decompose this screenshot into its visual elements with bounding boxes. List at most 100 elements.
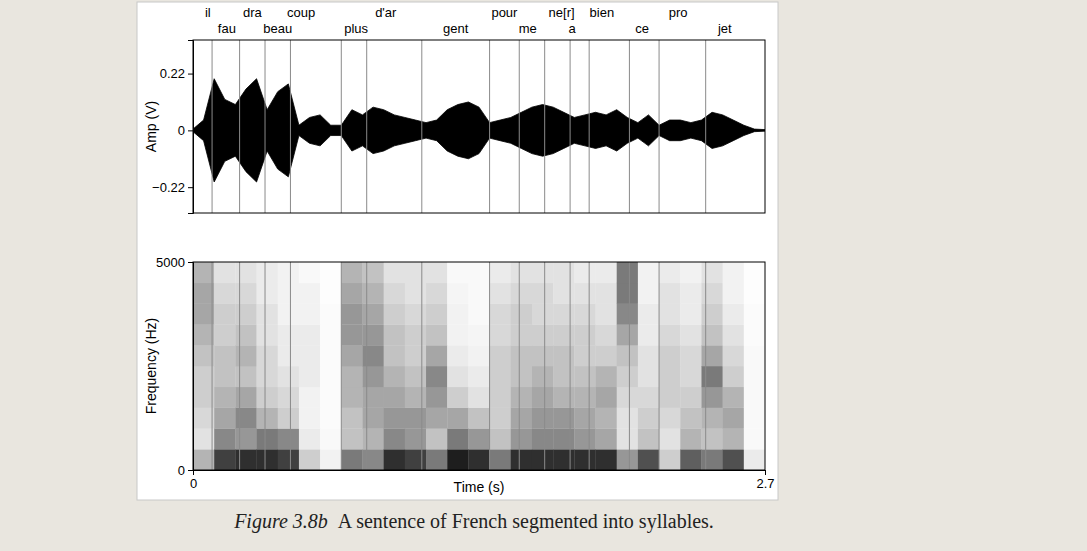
spectrogram-cell [574, 366, 595, 387]
spectrogram-cell [723, 408, 744, 429]
syllable-boundary [265, 262, 266, 470]
spectrogram-cell [511, 324, 532, 345]
syllable-boundary [366, 262, 367, 470]
syllable-label: pour [491, 5, 518, 20]
spectrogram-cell [659, 387, 680, 408]
syllable-boundary [544, 40, 545, 213]
spectrogram-cell [278, 283, 299, 304]
spectrogram-cell [384, 408, 405, 429]
spectrogram-cell [532, 366, 553, 387]
spectrogram-cell [257, 387, 278, 408]
spectrogram-cell [426, 345, 447, 366]
x-axis-line [194, 471, 766, 476]
spectrogram-cell [553, 428, 574, 449]
spectrogram-cell [468, 283, 489, 304]
spectrogram-cell [426, 304, 447, 325]
x-tick-label: 0 [190, 476, 197, 491]
spectrogram-cell [574, 324, 595, 345]
spectrogram-cell [723, 449, 744, 470]
spectrogram-cell [214, 283, 235, 304]
spectrogram-cell [214, 366, 235, 387]
spectrogram-cell [553, 262, 574, 283]
spectrogram-cell [405, 283, 426, 304]
spectrogram-cell [617, 366, 638, 387]
syllable-boundary [341, 262, 342, 470]
spectrogram-cell [490, 428, 511, 449]
spectrogram-cell [235, 283, 256, 304]
spectrogram-cell [701, 449, 722, 470]
spectrogram-cell [659, 449, 680, 470]
spectrogram-cell [468, 449, 489, 470]
spectrogram-cell [680, 428, 701, 449]
spectrogram-cell [723, 428, 744, 449]
spectrogram-cell [532, 262, 553, 283]
spectrogram-cell [596, 345, 617, 366]
spectrogram-cell [532, 345, 553, 366]
spectrogram-cell [257, 304, 278, 325]
spectrogram-cell [701, 387, 722, 408]
spectrogram-cell [468, 428, 489, 449]
syllable-boundary [341, 40, 342, 213]
spectrogram-cell [638, 283, 659, 304]
syllable-boundary [290, 40, 291, 213]
spectrogram-cell [532, 283, 553, 304]
spectrogram-cell [617, 387, 638, 408]
plot-marks [193, 40, 765, 213]
spectrogram-cell [235, 366, 256, 387]
spectrogram-cell [638, 387, 659, 408]
spectrogram-cell [299, 345, 320, 366]
syllable-label: beau [263, 21, 292, 36]
caption-text: A sentence of French segmented into syll… [338, 510, 714, 533]
spectrogram-cell [680, 387, 701, 408]
spectrogram-cell [278, 408, 299, 429]
spectrogram-cell [574, 408, 595, 429]
spectrogram-cell [511, 304, 532, 325]
spectrogram-cell [617, 408, 638, 429]
spectrogram-cell [701, 408, 722, 429]
spectrogram-cell [447, 345, 468, 366]
y-axis: 05000 [156, 255, 193, 478]
spectrogram-cell [193, 304, 214, 325]
spectrogram-cell [490, 262, 511, 283]
spectrogram-cell [596, 366, 617, 387]
spectrogram-cell [553, 345, 574, 366]
y-axis-title: Frequency (Hz) [143, 318, 159, 414]
spectrogram-cell [701, 262, 722, 283]
spectrogram-cell [426, 283, 447, 304]
spectrogram-cell [320, 428, 341, 449]
spectrogram-cell [574, 449, 595, 470]
spectrogram-cell [617, 345, 638, 366]
spectrogram-cell [553, 283, 574, 304]
spectrogram-cell [278, 449, 299, 470]
spectrogram-cell [384, 366, 405, 387]
syllable-boundary [290, 262, 291, 470]
spectrogram-cell [617, 324, 638, 345]
spectrogram-cell [405, 387, 426, 408]
spectrogram-cell [511, 262, 532, 283]
spectrogram-cell [257, 408, 278, 429]
syllable-label: gent [443, 21, 469, 36]
spectrogram-cell [214, 408, 235, 429]
syllable-boundary [629, 40, 630, 213]
spectrogram-cell [235, 345, 256, 366]
spectrogram-cell [468, 408, 489, 429]
y-tick-label: 0 [178, 123, 185, 138]
spectrogram-cell [490, 408, 511, 429]
spectrogram-cell [405, 304, 426, 325]
spectrogram-cell [235, 262, 256, 283]
x-tick-mark [193, 470, 194, 475]
syllable-label: ne[r] [549, 5, 575, 20]
spectrogram-cell [490, 283, 511, 304]
spectrogram-cell [574, 345, 595, 366]
spectrogram-cell [362, 324, 383, 345]
spectrogram-cell [553, 387, 574, 408]
syllable-label: pro [669, 5, 688, 20]
spectrogram-cell [511, 428, 532, 449]
spectrogram-cell [617, 428, 638, 449]
spectrogram-cell [744, 387, 765, 408]
x-tick-mark [765, 470, 766, 475]
figure: 0.220−0.22Amp (V)ilfaudrabeaucoupplusd'a… [0, 0, 1087, 551]
spectrogram-cell [490, 387, 511, 408]
spectrogram-cell [362, 408, 383, 429]
x-axis-title: Time (s) [454, 479, 505, 495]
